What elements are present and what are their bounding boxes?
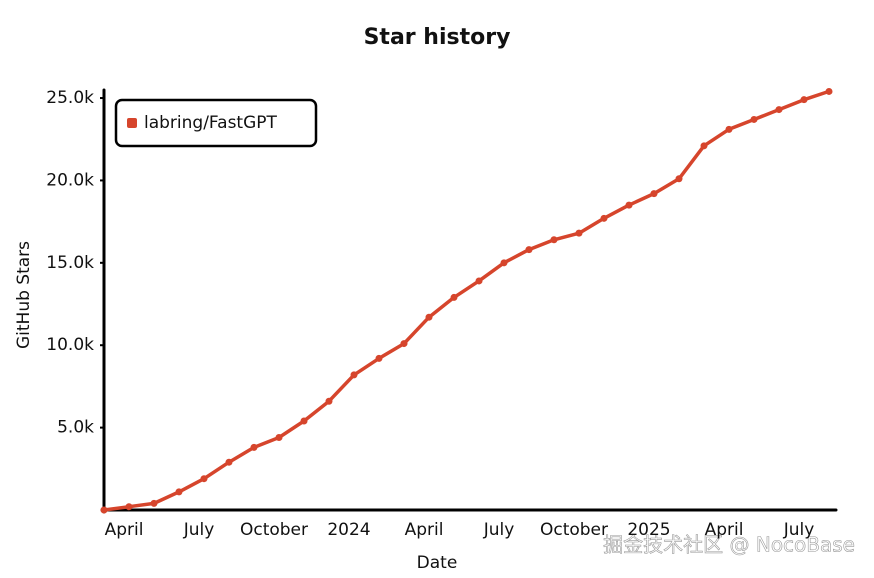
data-point xyxy=(375,354,383,362)
data-point xyxy=(150,499,158,507)
legend-box xyxy=(114,98,318,148)
data-point xyxy=(775,106,783,114)
data-point xyxy=(325,397,333,405)
watermark: 掘金技术社区 @ NocoBase xyxy=(603,533,855,557)
y-tick-label: 5.0k xyxy=(57,418,94,438)
x-tick-label: April xyxy=(405,520,444,540)
data-point xyxy=(300,417,308,425)
data-point xyxy=(600,214,608,222)
x-tick-label: 2024 xyxy=(327,520,370,540)
data-point xyxy=(675,175,683,183)
data-point xyxy=(350,371,358,379)
x-tick-label: October xyxy=(240,520,308,540)
data-point xyxy=(750,115,758,123)
data-point xyxy=(525,246,533,254)
data-point xyxy=(400,340,408,348)
data-point xyxy=(725,125,733,133)
y-axis-label: GitHub Stars xyxy=(14,241,34,349)
data-point xyxy=(650,190,658,198)
data-point xyxy=(550,236,558,244)
legend-label: labring/FastGPT xyxy=(144,113,278,133)
data-point xyxy=(575,229,583,237)
x-tick-label: 2025 xyxy=(627,520,670,540)
data-point xyxy=(450,293,458,301)
data-point xyxy=(100,506,108,514)
data-point xyxy=(125,503,133,511)
x-axis-label: Date xyxy=(417,553,458,573)
x-tick-label: October xyxy=(540,520,608,540)
data-point xyxy=(225,458,233,466)
y-tick-label: 10.0k xyxy=(46,335,94,355)
data-point xyxy=(200,475,208,483)
data-point xyxy=(475,277,483,285)
y-tick-label: 20.0k xyxy=(46,170,94,190)
data-point xyxy=(625,201,633,209)
x-tick-label: April xyxy=(705,520,744,540)
y-tick-label: 15.0k xyxy=(46,253,94,273)
series-line xyxy=(102,89,831,512)
legend-swatch xyxy=(127,118,137,128)
chart-title: Star history xyxy=(364,25,511,50)
data-point xyxy=(800,96,808,104)
y-tick-label: 25.0k xyxy=(46,88,94,108)
data-point xyxy=(825,87,833,95)
x-tick-label: July xyxy=(183,520,215,540)
data-point xyxy=(700,142,708,150)
x-tick-label: July xyxy=(483,520,515,540)
data-point xyxy=(275,433,283,441)
data-point xyxy=(250,443,258,451)
x-tick-label: July xyxy=(783,520,815,540)
x-tick-label: April xyxy=(105,520,144,540)
data-point xyxy=(500,259,508,267)
data-point xyxy=(175,488,183,496)
data-point xyxy=(425,313,433,321)
